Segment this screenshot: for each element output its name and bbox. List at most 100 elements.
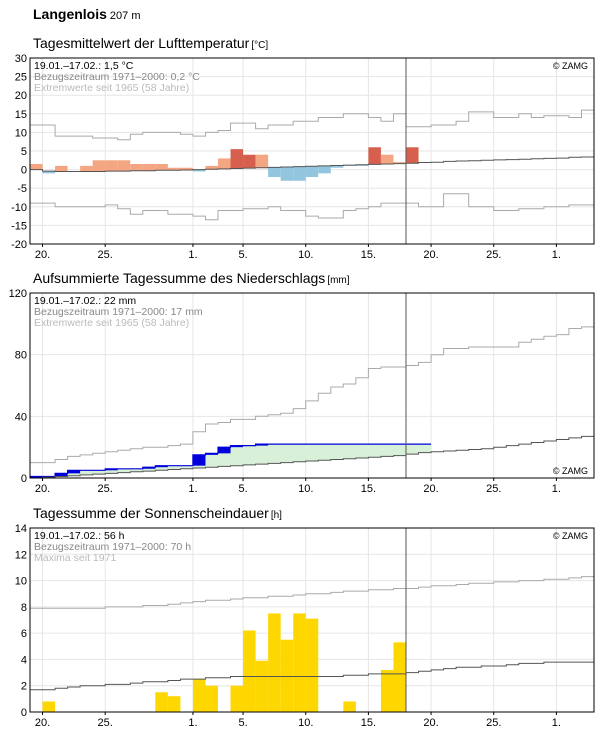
- precip-extreme-max-line: [30, 326, 594, 464]
- temp-bar: [318, 165, 331, 174]
- sun-ytick-label: 8: [21, 602, 27, 614]
- sun-bar: [255, 660, 269, 712]
- temp-xtick-label: 15.: [361, 249, 376, 261]
- sun-bar: [305, 618, 319, 712]
- precip-increment-bar: [192, 454, 206, 466]
- temp-bar: [105, 160, 118, 172]
- precip-unit: [mm]: [327, 275, 350, 286]
- sun-bar: [230, 685, 244, 712]
- temp-bar: [205, 165, 218, 170]
- temp-ytick-label: 25: [15, 72, 27, 84]
- sun-bar: [167, 696, 181, 712]
- temp-bar: [230, 149, 244, 169]
- precip-plot-frame: [29, 292, 595, 479]
- temp-bar: [330, 165, 344, 168]
- temp-bar: [55, 165, 68, 172]
- precip-ytick-label: 40: [15, 411, 27, 423]
- sun-bar: [380, 669, 394, 712]
- temp-info-line: 19.01.–17.02.: 1,5 °C: [34, 60, 134, 72]
- temp-bar: [293, 166, 306, 181]
- precip-increment-bar: [155, 465, 168, 468]
- sun-xtick-label: 25.: [486, 717, 501, 729]
- precip-increment-bar: [255, 444, 269, 446]
- temp-credit: © ZAMG: [553, 61, 588, 71]
- temp-ytick-label: -5: [17, 183, 27, 195]
- temp-ytick-label: 15: [15, 109, 27, 121]
- sun-xtick-label: 10.: [298, 717, 313, 729]
- temp-reference-line: [30, 156, 594, 172]
- sun-bar: [42, 701, 56, 712]
- sun-ytick-label: 0: [21, 707, 27, 719]
- temp-bar: [305, 166, 319, 178]
- sun-bar: [155, 692, 168, 712]
- station-name: Langenlois: [33, 6, 107, 22]
- temp-bar: [192, 169, 206, 172]
- precip-info-line: Extremwerte seit 1965 (58 Jahre): [34, 317, 189, 329]
- sun-bar: [393, 642, 406, 712]
- precip-xtick-label: 20.: [35, 483, 50, 495]
- precip-increment-bar: [142, 467, 156, 469]
- precip-increment-bar: [30, 476, 43, 478]
- temp-xtick-label: 20.: [423, 249, 438, 261]
- sun-ytick-label: 14: [15, 523, 27, 535]
- sun-xtick-label: 5.: [238, 717, 247, 729]
- temp-xtick-label: 10.: [298, 249, 313, 261]
- temp-bar: [368, 147, 381, 165]
- temp-ytick-label: -15: [11, 220, 27, 232]
- temp-info-line: Extremwerte seit 1965 (58 Jahre): [34, 82, 189, 94]
- precip-ytick-label: 0: [21, 473, 27, 485]
- temp-ytick-label: 20: [15, 90, 27, 102]
- temp-panel-title: Tagesmittelwert der Lufttemperatur [°C]: [33, 35, 268, 51]
- precip-panel-title: Aufsummierte Tagessumme des Niederschlag…: [33, 270, 350, 286]
- precip-xtick-label: 25.: [98, 483, 113, 495]
- sun-ytick-label: 2: [21, 681, 27, 693]
- sun-ytick-label: 4: [21, 654, 27, 666]
- precip-xtick-label: 1.: [552, 483, 561, 495]
- sun-bar: [268, 613, 281, 712]
- temp-extreme-max-line: [30, 109, 594, 141]
- temp-bar: [355, 164, 369, 166]
- sun-info-line: 19.01.–17.02.: 56 h: [34, 530, 125, 542]
- sun-maxima-line: [30, 576, 594, 609]
- temp-unit: [°C]: [251, 40, 269, 51]
- precip-xtick-label: 5.: [238, 483, 247, 495]
- temp-bar: [180, 167, 193, 170]
- sun-reference-line: [30, 661, 594, 691]
- temp-ytick-label: 30: [15, 53, 27, 65]
- temp-bar: [406, 147, 419, 164]
- temp-bar: [155, 164, 168, 171]
- sun-xtick-label: 15.: [361, 717, 376, 729]
- temp-ytick-label: 0: [21, 165, 27, 177]
- sun-xtick-label: 20.: [423, 717, 438, 729]
- precip-increment-bar: [230, 445, 244, 448]
- temp-xtick-label: 20.: [35, 249, 50, 261]
- temp-title: Tagesmittelwert der Lufttemperatur: [33, 35, 250, 51]
- sun-ytick-label: 10: [15, 576, 27, 588]
- precip-increment-bar: [205, 453, 218, 455]
- precip-ytick-label: 120: [9, 288, 27, 300]
- precip-cumulative-line: [30, 443, 432, 478]
- sun-xtick-label: 20.: [35, 717, 50, 729]
- sun-bar: [293, 613, 306, 712]
- temp-bar: [380, 154, 394, 165]
- temp-bar: [393, 162, 406, 164]
- temp-bar: [142, 164, 156, 171]
- precip-credit: © ZAMG: [553, 466, 588, 476]
- temp-xtick-label: 25.: [98, 249, 113, 261]
- precip-increment-bar: [67, 470, 81, 474]
- precip-title: Aufsummierte Tagessumme des Niederschlag…: [33, 270, 326, 286]
- temp-bar: [92, 160, 106, 172]
- temp-extreme-min-line: [30, 193, 594, 221]
- sun-plot-frame: [29, 527, 595, 713]
- sun-title: Tagessumme der Sonnenscheindauer: [33, 505, 269, 521]
- temp-bar: [255, 154, 269, 168]
- temp-bar: [80, 165, 93, 172]
- sun-unit: [h]: [270, 510, 282, 521]
- temp-bar: [42, 171, 56, 174]
- precip-surplus-area: [30, 444, 432, 478]
- temp-bar: [167, 167, 181, 171]
- precip-ytick-label: 80: [15, 350, 27, 362]
- sun-bar: [192, 679, 206, 712]
- temp-ytick-label: -10: [11, 202, 27, 214]
